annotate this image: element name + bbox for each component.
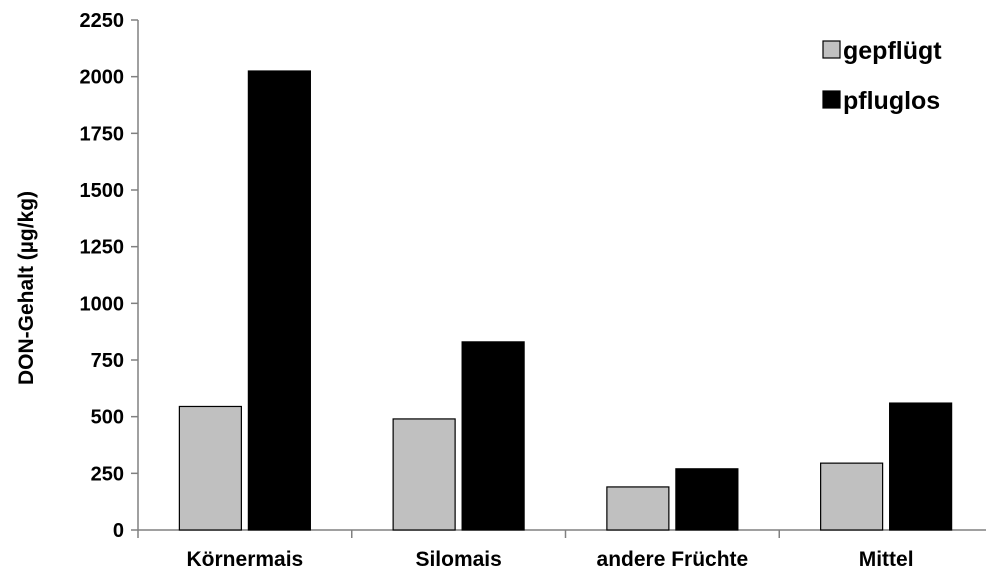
y-axis: 0 250 500 750 1000 1250 1500 1750 2000 2250	[80, 10, 139, 542]
y-tick-label: 1000	[80, 293, 125, 315]
bar-gepflügt-andere Früchte	[606, 486, 670, 531]
y-tick-label: 500	[91, 407, 124, 429]
legend-swatch	[822, 90, 841, 109]
y-tick-label: 1500	[80, 180, 125, 202]
bar-gepflügt-Körnermais	[178, 405, 242, 531]
legend-label: pfluglos	[843, 87, 940, 115]
y-tick-label: 750	[91, 350, 124, 372]
x-category-label: andere Früchte	[597, 548, 749, 571]
bar-pfluglos-Körnermais	[247, 70, 311, 531]
bar-gepflügt-Mittel	[820, 462, 884, 531]
x-axis: Körnermais Silomais andere Früchte Mittel	[137, 529, 986, 571]
legend-label: gepflügt	[843, 37, 942, 65]
y-tick-label: 1750	[80, 123, 125, 145]
y-tick-label: 250	[91, 463, 124, 485]
x-category-label: Körnermais	[187, 548, 304, 571]
y-tick-label: 2250	[80, 10, 125, 32]
y-tick-label: 1250	[80, 237, 125, 259]
legend-swatch	[822, 40, 841, 59]
bars	[178, 70, 953, 531]
bar-pfluglos-Silomais	[461, 341, 525, 531]
y-tick-label: 0	[113, 520, 124, 542]
x-category-label: Mittel	[859, 548, 914, 571]
legend: gepflügt pfluglos	[822, 37, 942, 115]
bar-pfluglos-Mittel	[889, 402, 953, 531]
y-axis-title: DON-Gehalt (µg/kg)	[15, 191, 38, 385]
x-category-label: Silomais	[415, 548, 501, 571]
y-tick-label: 2000	[80, 67, 125, 89]
bar-gepflügt-Silomais	[392, 418, 456, 531]
bar-pfluglos-andere Früchte	[675, 468, 739, 531]
